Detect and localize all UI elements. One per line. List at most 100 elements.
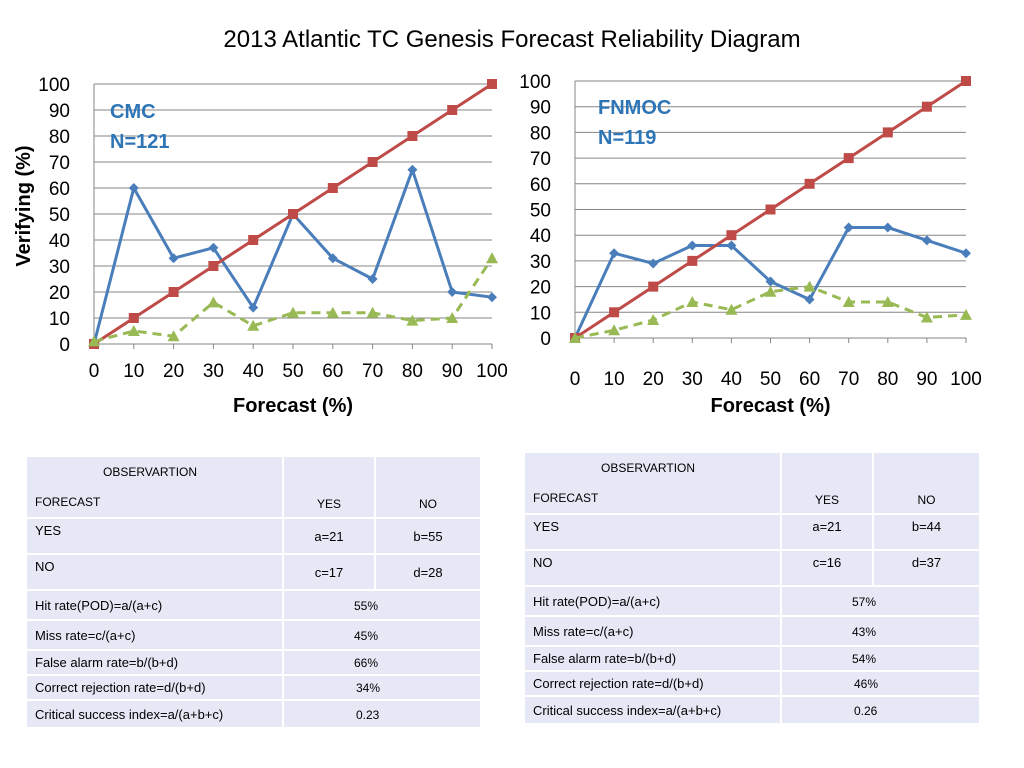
- row-yes-label: YES: [25, 517, 284, 555]
- table-row: Critical success index=a/(a+b+c) 0.26: [523, 695, 981, 725]
- forecast-label: FORECAST: [533, 491, 599, 505]
- y-tick-label: 90: [49, 101, 70, 122]
- data-point: [327, 253, 338, 264]
- data-point: [882, 222, 893, 233]
- metric-label: Critical success index=a/(a+b+c): [25, 699, 284, 729]
- data-point: [843, 153, 854, 164]
- cell-d: d=28: [374, 553, 482, 591]
- data-point: [569, 332, 581, 343]
- table-row: NO c=17 d=28: [25, 553, 482, 591]
- data-point: [248, 302, 259, 313]
- data-point: [487, 79, 497, 89]
- cell-c: c=17: [282, 553, 376, 591]
- cell-d: d=37: [872, 549, 981, 587]
- metric-label: Hit rate(POD)=a/(a+c): [523, 585, 782, 617]
- fnmoc-contingency-table: OBSERVARTION FORECAST YES NO YES a=21 b=…: [523, 451, 981, 725]
- data-point: [208, 261, 219, 271]
- data-point: [487, 292, 497, 303]
- y-tick-label: 10: [49, 309, 70, 330]
- data-point: [208, 242, 219, 253]
- metric-label: Hit rate(POD)=a/(a+c): [25, 589, 284, 621]
- metric-value: 34%: [356, 681, 381, 695]
- x-tick-label: 50: [282, 361, 303, 382]
- data-point: [247, 319, 260, 331]
- data-point: [446, 312, 459, 323]
- y-tick-label: 20: [49, 283, 70, 304]
- y-tick-label: 0: [59, 335, 70, 356]
- x-tick-label: 10: [604, 369, 625, 390]
- table-row: Correct rejection rate=d/(b+d) 46%: [523, 670, 981, 697]
- table-row: Critical success index=a/(a+b+c) 0.23: [25, 699, 482, 729]
- cmc-contingency-table: OBSERVARTION FORECAST YES NO YES a=21 b=…: [25, 455, 482, 729]
- x-tick-label: 0: [570, 369, 581, 390]
- x-tick-label: 90: [442, 361, 463, 382]
- metric-value: 57%: [852, 594, 877, 609]
- series-line: [93, 257, 494, 343]
- table-row: NO c=16 d=37: [523, 549, 981, 587]
- metric-label: False alarm rate=b/(b+d): [523, 645, 782, 672]
- yes-column-header: YES: [316, 497, 341, 511]
- chart-annotation: N=119: [598, 127, 656, 149]
- data-point: [326, 306, 339, 318]
- cmc-reliability-chart: 0 10 20 30 40 50 60 70 80 90 100 0 10 20 30 40 50 60 70 80 9…: [13, 75, 508, 417]
- x-tick-label: 30: [203, 361, 224, 382]
- data-point: [288, 209, 298, 219]
- series-line: [574, 285, 967, 340]
- data-point: [803, 280, 816, 292]
- data-point: [725, 303, 738, 315]
- y-tick-label: 100: [38, 75, 70, 96]
- y-tick-label: 90: [530, 98, 551, 119]
- metric-label: Critical success index=a/(a+b+c): [523, 695, 782, 725]
- chart-annotation: CMC: [110, 101, 156, 123]
- x-tick-label: 60: [799, 369, 820, 390]
- data-point: [765, 204, 776, 215]
- x-tick-label: 100: [950, 369, 982, 390]
- data-point: [881, 296, 894, 308]
- x-tick-label: 70: [362, 361, 383, 382]
- metric-value: 0.23: [356, 707, 380, 722]
- metric-label: Miss rate=c/(a+c): [25, 619, 284, 651]
- data-point: [765, 276, 776, 287]
- data-point: [764, 285, 777, 297]
- metric-value: 55%: [354, 598, 379, 613]
- data-point: [127, 325, 140, 336]
- data-point: [168, 253, 179, 264]
- data-point: [287, 306, 299, 318]
- data-point: [608, 324, 621, 336]
- x-tick-label: 100: [476, 361, 508, 382]
- metric-label: False alarm rate=b/(b+d): [25, 649, 284, 676]
- data-point: [486, 252, 498, 264]
- x-tick-label: 60: [322, 361, 343, 382]
- metric-label: Correct rejection rate=d/(b+d): [25, 674, 284, 701]
- data-point: [167, 330, 180, 342]
- cell-a: a=21: [282, 517, 376, 555]
- x-tick-label: 40: [721, 369, 742, 390]
- no-column-header: NO: [917, 493, 936, 507]
- data-point: [686, 296, 699, 308]
- y-tick-label: 40: [49, 231, 70, 252]
- x-tick-label: 80: [877, 369, 898, 390]
- table-row: False alarm rate=b/(b+d) 54%: [523, 645, 981, 672]
- y-tick-label: 100: [519, 72, 551, 93]
- data-point: [843, 222, 854, 233]
- data-point: [842, 296, 855, 308]
- x-tick-label: 40: [243, 361, 264, 382]
- table-row: Hit rate(POD)=a/(a+c) 55%: [25, 589, 482, 621]
- forecast-label: FORECAST: [35, 495, 101, 509]
- data-point: [327, 183, 338, 193]
- data-point: [447, 105, 458, 115]
- x-tick-label: 80: [402, 361, 423, 382]
- x-tick-label: 20: [643, 369, 664, 390]
- data-point: [804, 294, 815, 305]
- row-yes-label: YES: [523, 513, 782, 551]
- data-point: [648, 281, 659, 292]
- data-point: [804, 178, 815, 189]
- table-header-cell: OBSERVARTION FORECAST: [25, 455, 284, 519]
- data-point: [920, 311, 933, 323]
- data-point: [367, 274, 378, 284]
- table-header-row: OBSERVARTION FORECAST YES NO: [25, 455, 482, 519]
- data-point: [609, 307, 620, 318]
- y-tick-label: 60: [530, 175, 551, 196]
- table-row: Hit rate(POD)=a/(a+c) 57%: [523, 585, 981, 617]
- data-point: [128, 313, 139, 323]
